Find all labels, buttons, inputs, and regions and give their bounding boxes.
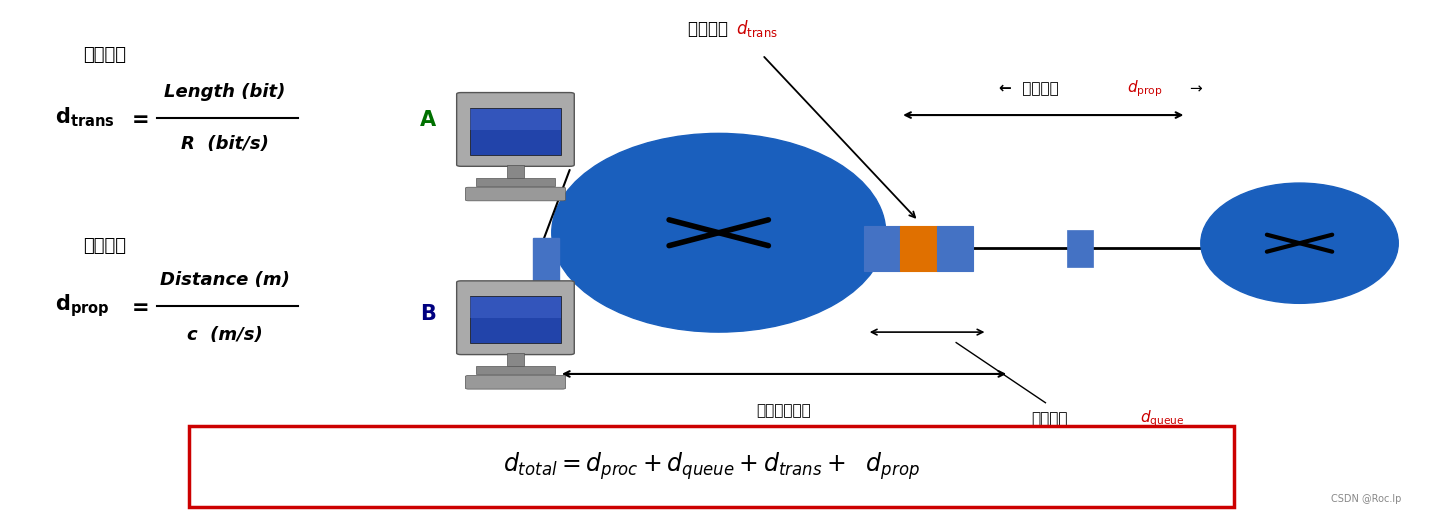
Text: $\mathbf{d}_{\mathbf{trans}}$: $\mathbf{d}_{\mathbf{trans}}$ <box>55 106 115 130</box>
Bar <box>864 226 900 271</box>
Text: 传输时延: 传输时延 <box>687 20 733 38</box>
Text: A: A <box>420 110 437 130</box>
Text: 排队时延: 排队时延 <box>1031 411 1067 426</box>
FancyBboxPatch shape <box>456 281 575 355</box>
Bar <box>507 165 524 178</box>
Text: $d_{\mathrm{trans}}$: $d_{\mathrm{trans}}$ <box>736 18 778 39</box>
Bar <box>507 353 524 366</box>
Ellipse shape <box>1201 183 1398 303</box>
Text: $\mathbf{d}_{\mathbf{prop}}$: $\mathbf{d}_{\mathbf{prop}}$ <box>55 292 110 320</box>
Text: $\mathbf{=}$: $\mathbf{=}$ <box>128 108 148 128</box>
Text: B: B <box>421 304 436 324</box>
Text: $d_{\mathrm{prop}}$: $d_{\mathrm{prop}}$ <box>1127 78 1163 99</box>
FancyBboxPatch shape <box>465 376 566 389</box>
Bar <box>937 226 973 271</box>
Text: R  (bit/s): R (bit/s) <box>182 135 269 153</box>
Bar <box>475 178 555 186</box>
Text: $\mathbf{=}$: $\mathbf{=}$ <box>128 296 148 316</box>
FancyBboxPatch shape <box>189 426 1234 507</box>
Text: $d_{\mathrm{proc}}$: $d_{\mathrm{proc}}$ <box>767 439 802 460</box>
Text: $d_{\mathrm{queue}}$: $d_{\mathrm{queue}}$ <box>1140 408 1185 429</box>
FancyBboxPatch shape <box>465 187 566 201</box>
Bar <box>900 226 937 271</box>
Text: Distance (m): Distance (m) <box>160 271 290 289</box>
Text: 节点处理时延: 节点处理时延 <box>756 403 812 418</box>
Bar <box>533 238 559 290</box>
Bar <box>470 109 562 130</box>
Text: →: → <box>1189 82 1202 96</box>
Bar <box>1067 230 1093 267</box>
Bar <box>470 108 562 155</box>
Text: 传输时延: 传输时延 <box>83 46 126 64</box>
FancyBboxPatch shape <box>456 93 575 166</box>
Text: CSDN @Roc.lp: CSDN @Roc.lp <box>1331 494 1401 505</box>
Ellipse shape <box>552 133 886 332</box>
Bar <box>470 296 562 343</box>
Bar <box>475 366 555 374</box>
Text: 传播时延: 传播时延 <box>83 237 126 255</box>
Text: Length (bit): Length (bit) <box>164 83 286 100</box>
Text: ←  传播时延: ← 传播时延 <box>999 82 1059 96</box>
Bar <box>470 297 562 318</box>
Text: $d_{total} = d_{proc} + d_{queue} + d_{trans} +\ \ d_{prop}$: $d_{total} = d_{proc} + d_{queue} + d_{t… <box>502 451 921 482</box>
Text: c  (m/s): c (m/s) <box>187 326 263 344</box>
